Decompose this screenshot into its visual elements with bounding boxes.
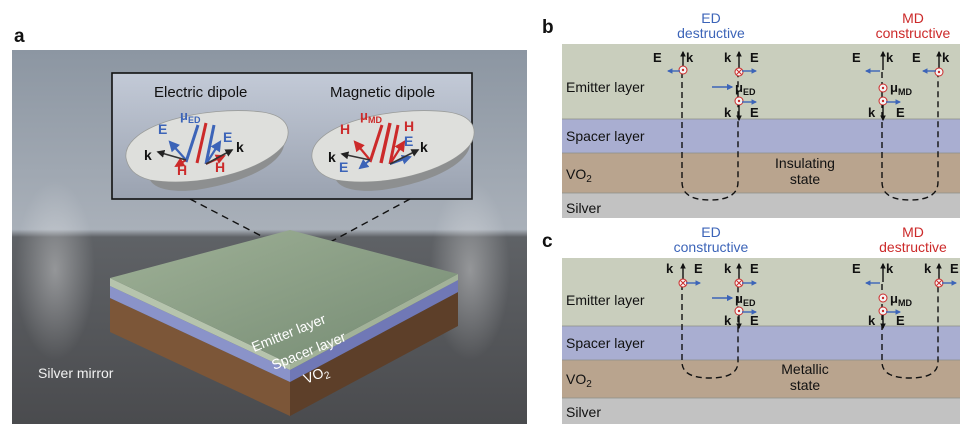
md-e-label-right: E — [404, 133, 413, 149]
b-md-k2: k — [942, 50, 950, 65]
b-silver-label: Silver — [566, 200, 601, 216]
c-md-symbols: E k k E μMD k E — [852, 261, 959, 330]
c-emitter-layer — [562, 258, 960, 326]
c-md-heading-2: destructive — [879, 239, 947, 255]
b-ed-e1: E — [653, 50, 662, 65]
electric-dipole-disk: E E H H k k μED — [125, 108, 289, 191]
b-silver-layer — [562, 193, 960, 218]
b-md-heading-1: MD — [902, 10, 924, 26]
b-emitter-label: Emitter layer — [566, 79, 645, 95]
b-md-e1: E — [852, 50, 861, 65]
b-vo2-label: VO2 — [566, 166, 592, 185]
c-mu-md: μMD — [890, 291, 912, 308]
silver-mirror-label: Silver mirror — [38, 365, 114, 381]
c-md-path — [881, 284, 939, 379]
mu-ed-symbol: μED — [180, 108, 201, 125]
c-md-k1: k — [886, 261, 894, 276]
c-ed-e2: E — [750, 261, 759, 276]
b-state-line-2: state — [790, 171, 821, 187]
b-mu-md: μMD — [890, 80, 912, 97]
c-ed-e1: E — [694, 261, 703, 276]
panel-a-letter: a — [14, 26, 25, 47]
c-md-e3: E — [896, 313, 905, 328]
zoom-line-right — [309, 198, 411, 254]
md-k-label-left: k — [328, 149, 336, 165]
b-md-symbols: E k E k μMD k E — [852, 50, 950, 122]
c-vo2-layer — [562, 360, 960, 398]
c-mu-ed: μED — [735, 291, 756, 308]
b-spacer-label: Spacer layer — [566, 128, 645, 144]
slab-emitter-front-left — [110, 278, 290, 370]
md-h-label-right: H — [404, 118, 414, 134]
ed-k-label-left: k — [144, 147, 152, 163]
b-md-e3: E — [896, 105, 905, 120]
c-ed-e3: E — [750, 313, 759, 328]
slab-vo2-label: VO2 — [301, 362, 332, 389]
slab-spacer-front-right — [290, 280, 458, 382]
c-state-line-1: Metallic — [781, 361, 828, 377]
mu-md-symbol: μMD — [360, 108, 382, 125]
b-md-k3: k — [868, 105, 876, 120]
b-ed-k2: k — [724, 50, 732, 65]
b-md-k1: k — [886, 50, 894, 65]
c-ed-path — [681, 284, 739, 379]
c-md-e2: E — [950, 261, 959, 276]
b-ed-e2: E — [750, 50, 759, 65]
panel-a: a Electric dipole Magnetic dipole E E H … — [12, 26, 527, 424]
panel-c-letter: c — [542, 231, 553, 252]
c-vo2-label: VO2 — [566, 371, 592, 390]
c-md-k3: k — [868, 313, 876, 328]
panel-b-letter: b — [542, 17, 554, 38]
ed-h-label-left: H — [177, 162, 187, 178]
magnetic-dipole-title: Magnetic dipole — [330, 84, 435, 101]
c-ed-k3: k — [724, 313, 732, 328]
electric-dipole-title: Electric dipole — [154, 84, 247, 101]
slab-spacer-front-left — [110, 286, 290, 382]
c-ed-heading-1: ED — [701, 224, 720, 240]
c-state-line-2: state — [790, 377, 821, 393]
ed-k-label-right: k — [236, 139, 244, 155]
c-md-k2: k — [924, 261, 932, 276]
ed-e-label-right: E — [223, 129, 232, 145]
c-spacer-label: Spacer layer — [566, 335, 645, 351]
c-emitter-label: Emitter layer — [566, 292, 645, 308]
b-ed-symbols: E k k E μED k E — [653, 50, 759, 122]
b-ed-e3: E — [750, 105, 759, 120]
c-md-heading-1: MD — [902, 224, 924, 240]
ed-e-label-left: E — [158, 121, 167, 137]
ed-h-label-right: H — [215, 159, 225, 175]
magnetic-dipole-disk: H H E E k k μMD — [311, 108, 475, 191]
c-silver-label: Silver — [566, 404, 601, 420]
b-ed-k3: k — [724, 105, 732, 120]
c-ed-k1: k — [666, 261, 674, 276]
md-k-label-right: k — [420, 139, 428, 155]
slab-vo2-front-left — [110, 298, 290, 416]
b-emitter-layer — [562, 44, 960, 119]
slab-emitter-front-right — [290, 274, 458, 370]
panel-b: b ED destructive MD constructive Emitter… — [542, 10, 960, 218]
c-ed-symbols: k E k E μED k E — [666, 261, 759, 330]
layer-slab: Emitter layer Spacer layer VO2 — [110, 230, 458, 416]
md-h-label-left: H — [340, 121, 350, 137]
b-mu-ed: μED — [735, 80, 756, 97]
b-md-e2: E — [912, 50, 921, 65]
panel-c: c ED constructive MD destructive Emitter… — [542, 224, 960, 424]
b-ed-heading-2: destructive — [677, 25, 745, 41]
b-ed-k1: k — [686, 50, 694, 65]
b-vo2-layer — [562, 153, 960, 193]
b-ed-heading-1: ED — [701, 10, 720, 26]
c-spacer-layer — [562, 326, 960, 360]
c-md-e1: E — [852, 261, 861, 276]
b-md-heading-2: constructive — [876, 25, 951, 41]
md-e-label-left: E — [339, 159, 348, 175]
c-silver-layer — [562, 398, 960, 424]
c-ed-k2: k — [724, 261, 732, 276]
b-spacer-layer — [562, 119, 960, 153]
slab-top-face — [110, 230, 458, 364]
b-state-line-1: Insulating — [775, 155, 835, 171]
slab-vo2-front-right — [290, 292, 458, 416]
floor-reflection-left — [15, 180, 95, 360]
c-ed-heading-2: constructive — [674, 239, 749, 255]
